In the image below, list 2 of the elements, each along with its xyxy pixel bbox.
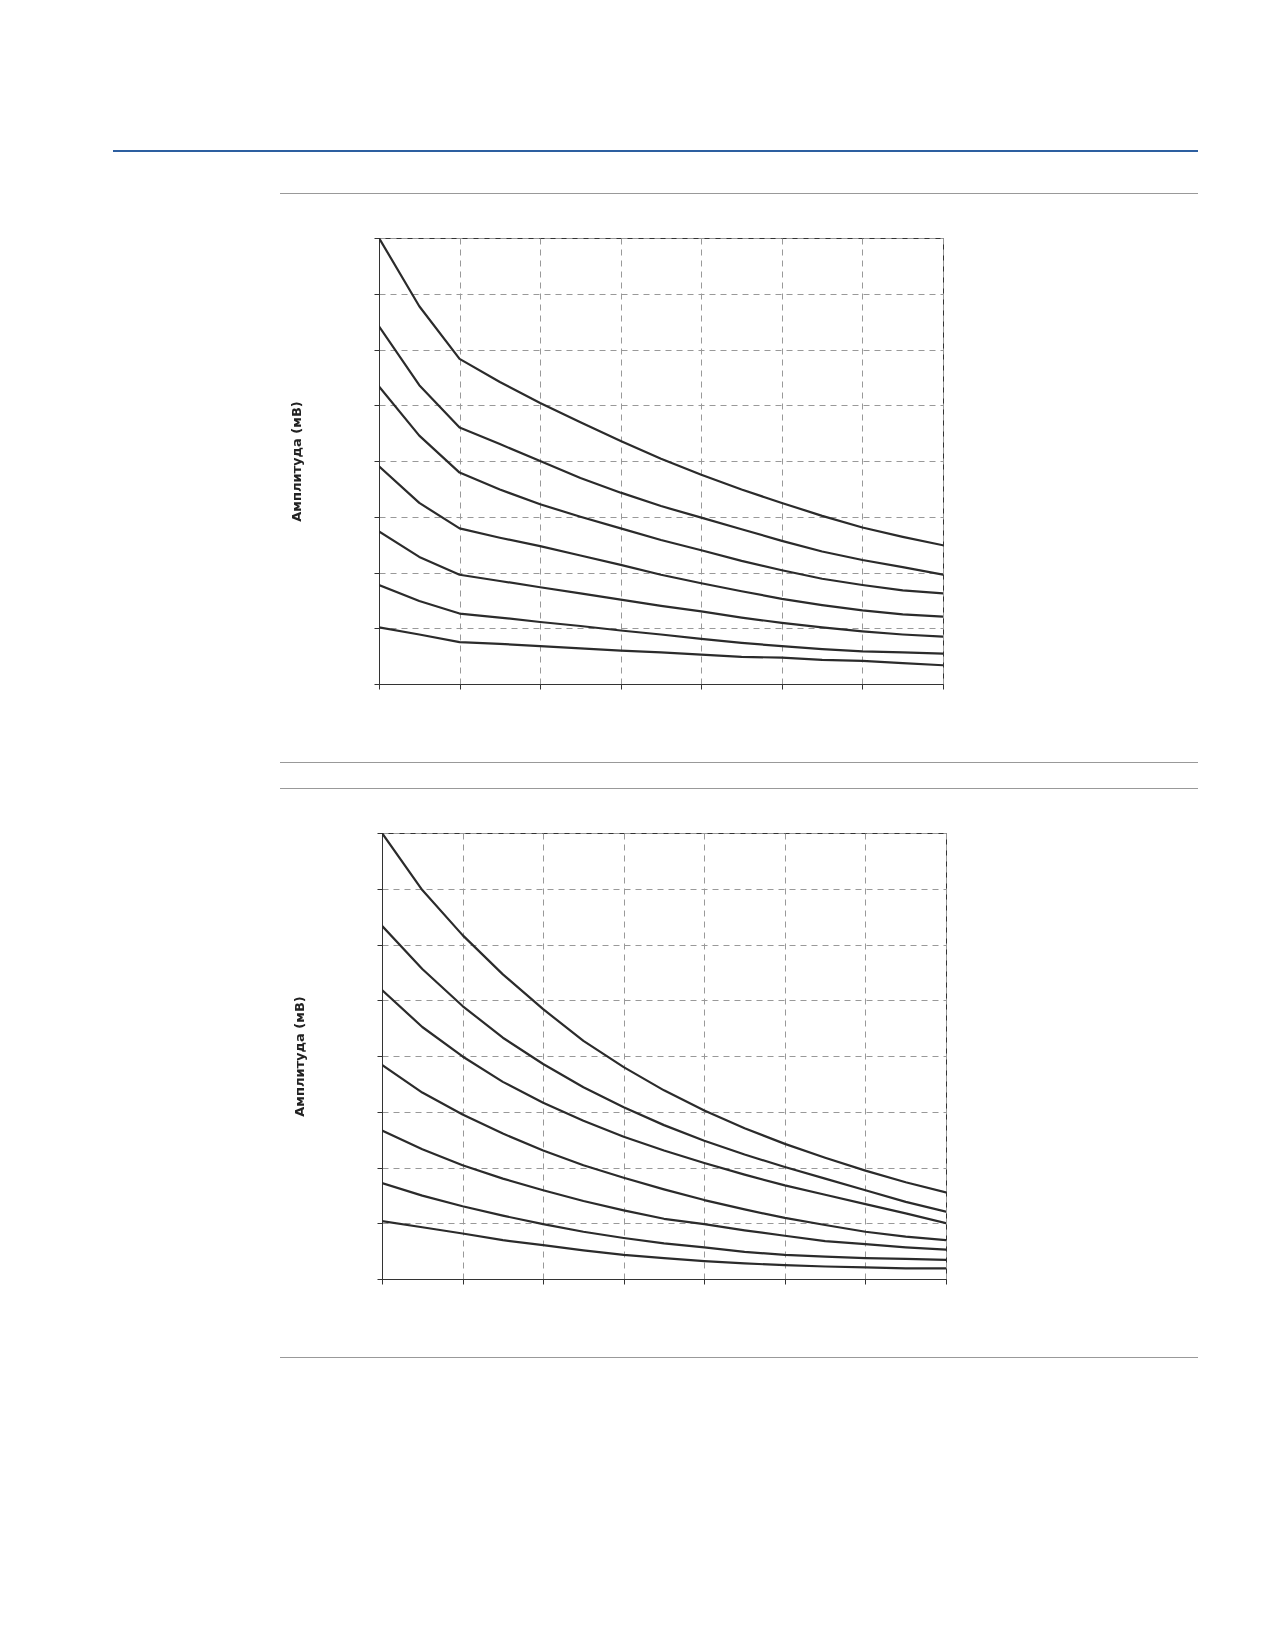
y-axis-title: Амплитуда (мВ) bbox=[292, 996, 307, 1117]
y-axis-title: Амплитуда (мВ) bbox=[289, 401, 304, 522]
